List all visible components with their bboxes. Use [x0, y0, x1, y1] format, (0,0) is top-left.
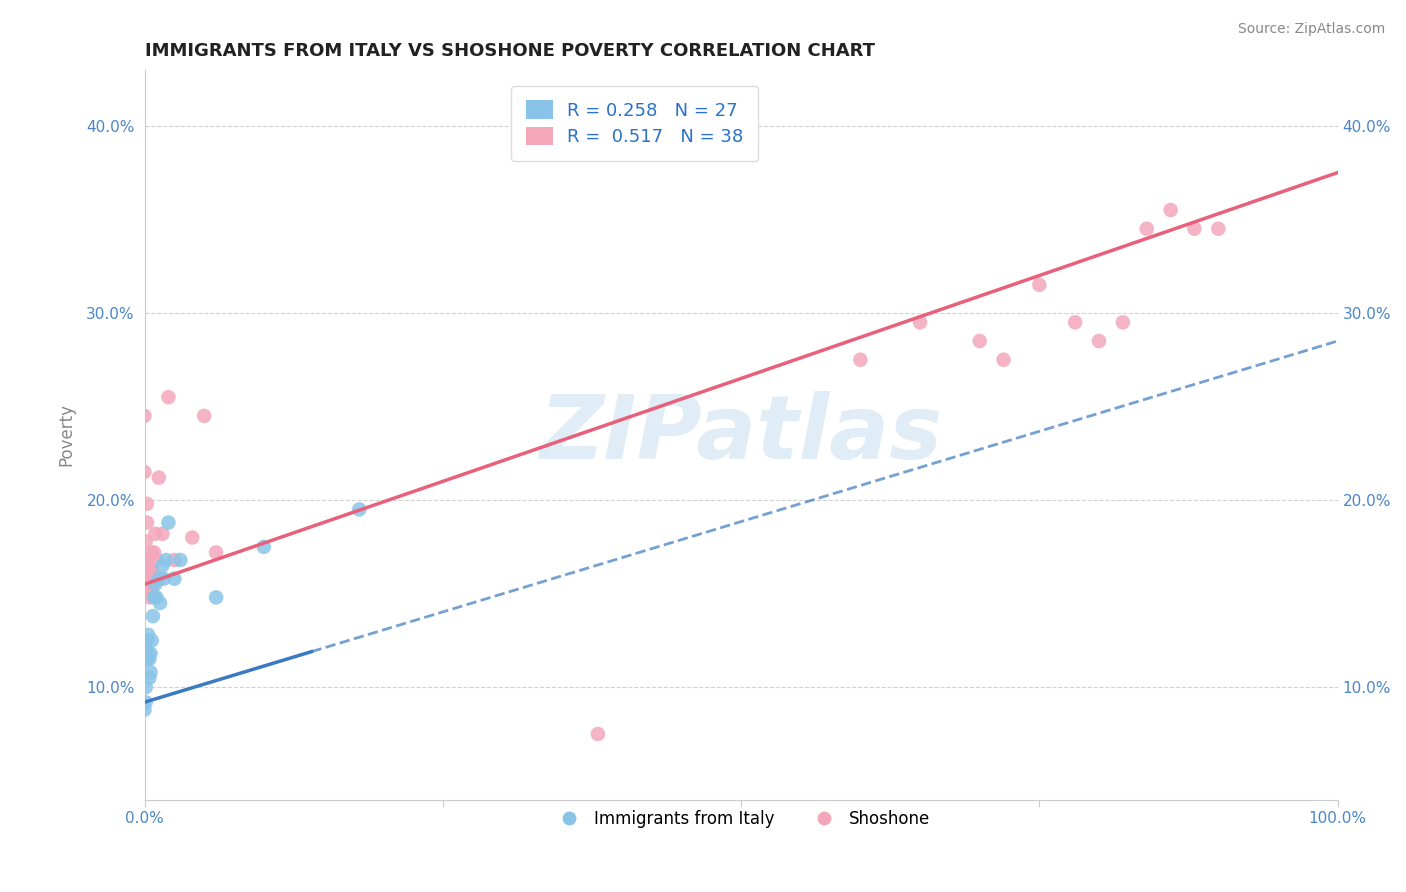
Y-axis label: Poverty: Poverty — [58, 403, 75, 467]
Point — [163, 553, 186, 567]
Point — [139, 665, 162, 680]
Point — [135, 534, 157, 549]
Point — [142, 609, 165, 624]
Point — [1088, 334, 1111, 348]
Point — [143, 591, 166, 605]
Point — [135, 633, 157, 648]
Point — [157, 390, 180, 404]
Legend: Immigrants from Italy, Shoshone: Immigrants from Italy, Shoshone — [546, 804, 936, 835]
Point — [205, 545, 228, 559]
Point — [163, 572, 186, 586]
Point — [145, 591, 167, 605]
Point — [135, 516, 157, 530]
Point — [135, 695, 157, 709]
Point — [136, 553, 159, 567]
Point — [1112, 315, 1135, 329]
Point — [139, 647, 162, 661]
Point — [135, 652, 157, 666]
Text: IMMIGRANTS FROM ITALY VS SHOSHONE POVERTY CORRELATION CHART: IMMIGRANTS FROM ITALY VS SHOSHONE POVERT… — [145, 42, 875, 60]
Point — [993, 352, 1015, 367]
Point — [205, 591, 228, 605]
Point — [139, 564, 162, 578]
Text: ZIPatlas: ZIPatlas — [540, 391, 942, 478]
Point — [152, 526, 174, 541]
Point — [136, 628, 159, 642]
Point — [1160, 202, 1182, 217]
Point — [143, 526, 166, 541]
Point — [138, 652, 160, 666]
Point — [143, 577, 166, 591]
Point — [143, 545, 166, 559]
Point — [969, 334, 991, 348]
Point — [155, 553, 177, 567]
Point — [138, 577, 160, 591]
Point — [138, 671, 160, 685]
Point — [181, 531, 204, 545]
Point — [1208, 221, 1230, 235]
Point — [134, 703, 156, 717]
Point — [142, 577, 165, 591]
Point — [193, 409, 215, 423]
Point — [1064, 315, 1087, 329]
Point — [135, 558, 157, 573]
Point — [135, 497, 157, 511]
Point — [148, 470, 170, 484]
Point — [138, 591, 160, 605]
Point — [586, 727, 609, 741]
Point — [1136, 221, 1159, 235]
Text: Source: ZipAtlas.com: Source: ZipAtlas.com — [1237, 22, 1385, 37]
Point — [145, 553, 167, 567]
Point — [152, 572, 174, 586]
Point — [134, 409, 156, 423]
Point — [908, 315, 931, 329]
Point — [141, 564, 163, 578]
Point — [134, 465, 156, 479]
Point — [136, 647, 159, 661]
Point — [149, 596, 172, 610]
Point — [141, 633, 163, 648]
Point — [849, 352, 872, 367]
Point — [135, 680, 157, 694]
Point — [139, 582, 162, 597]
Point — [1184, 221, 1206, 235]
Point — [253, 540, 276, 554]
Point — [349, 502, 371, 516]
Point — [169, 553, 191, 567]
Point — [141, 545, 163, 559]
Point — [157, 516, 180, 530]
Point — [1028, 277, 1050, 292]
Point — [152, 558, 174, 573]
Point — [136, 572, 159, 586]
Point — [148, 572, 170, 586]
